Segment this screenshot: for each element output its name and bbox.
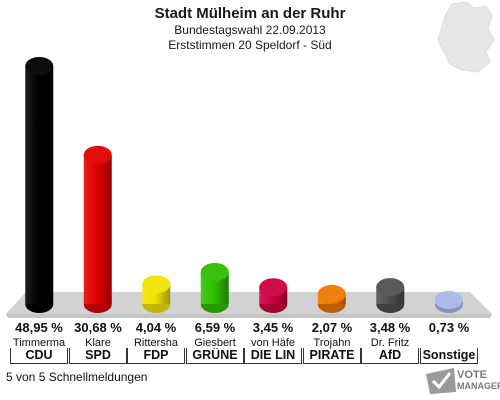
candidate-label: Timmerma <box>12 337 66 349</box>
value-label: 2,07 % <box>311 320 353 335</box>
bar-cdu <box>25 57 54 313</box>
candidate-label: von Häfe <box>250 337 296 349</box>
value-label: 4,04 % <box>135 320 177 335</box>
value-label: 48,95 % <box>15 320 63 335</box>
candidate-label: Trojahn <box>313 337 351 349</box>
chart-floor <box>6 292 492 318</box>
candidate-label: Dr. Fritz <box>370 337 410 349</box>
party-label: PIRATE <box>303 348 361 364</box>
value-label: 6,59 % <box>194 320 236 335</box>
chart-title: Stadt Mülheim an der Ruhr <box>154 5 346 22</box>
value-label: 0,73 % <box>428 320 470 335</box>
chart-subtitle: Bundestagswahl 22.09.2013 <box>174 23 326 37</box>
candidate-label: Klare <box>85 337 111 349</box>
bars-group <box>25 57 463 313</box>
party-label: DIE LIN <box>244 348 302 364</box>
party-label: AfD <box>361 348 419 364</box>
germany-map-icon <box>437 1 495 73</box>
logo-line1: VOTE <box>457 369 487 381</box>
bar-die-linke <box>259 278 288 313</box>
chart-district: Erststimmen 20 Speldorf - Süd <box>168 38 332 52</box>
floor-edge <box>6 314 492 318</box>
bar-fdp <box>142 275 171 313</box>
value-label: 3,48 % <box>369 320 411 335</box>
bar-gr-ne <box>200 262 229 313</box>
logo-line2: MANAGER <box>457 381 500 391</box>
value-label: 30,68 % <box>74 320 122 335</box>
candidate-label: Rittersha <box>133 337 179 349</box>
floor-top <box>6 292 492 314</box>
party-label: CDU <box>10 348 68 364</box>
bar-piraten <box>317 284 346 313</box>
party-label: FDP <box>127 348 185 364</box>
party-label: GRÜNE <box>186 348 244 364</box>
bar-spd <box>83 145 112 313</box>
party-label: SPD <box>69 348 127 364</box>
value-label: 3,45 % <box>252 320 294 335</box>
party-label: Sonstige <box>420 348 478 364</box>
vote-manager-logo-icon <box>426 368 456 394</box>
candidate-label: Giesbert <box>194 337 236 349</box>
bar-sonstige <box>434 291 463 313</box>
bar-afd <box>376 278 405 313</box>
logo-text: VOTE MANAGER <box>457 370 500 392</box>
status-footer: 5 von 5 Schnellmeldungen <box>6 370 148 384</box>
